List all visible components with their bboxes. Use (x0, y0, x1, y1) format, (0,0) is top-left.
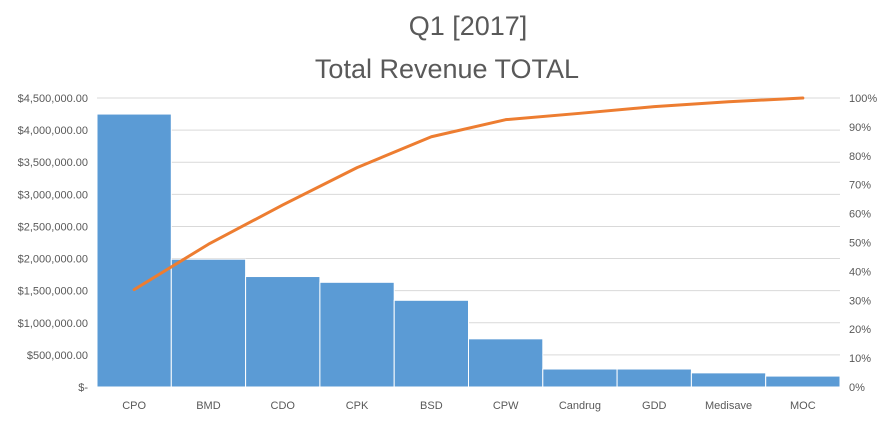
x-tick-label: BMD (196, 400, 221, 412)
y2-tick-label: 100% (849, 93, 877, 105)
chart-title: Q1 [2017] (409, 11, 528, 41)
bar-cpo (96, 113, 172, 388)
y2-tick-label: 80% (849, 151, 871, 163)
x-tick-label: CPO (122, 400, 146, 412)
x-tick-label: GDD (642, 400, 667, 412)
cumulative-line-series (132, 96, 805, 292)
bar-bmd (170, 258, 247, 388)
y-tick-label: $1,500,000.00 (18, 286, 88, 298)
bar-cpw (468, 338, 544, 388)
x-tick-label: BSD (420, 400, 443, 412)
y2-tick-label: 10% (849, 353, 871, 365)
bar-moc (765, 375, 841, 388)
bar-cdo (245, 276, 321, 388)
y-tick-label: $1,000,000.00 (18, 318, 88, 330)
chart-subtitle: Total Revenue TOTAL (315, 54, 579, 84)
x-tick-label: CDO (271, 400, 296, 412)
y2-tick-label: 70% (849, 180, 871, 192)
bar-candrug (542, 368, 618, 388)
y-tick-label: $4,000,000.00 (18, 125, 88, 137)
x-tick-label: Candrug (559, 400, 601, 412)
x-axis: CPO BMD CDO CPK BSD CPW Candrug GDD Medisave MOC (122, 400, 816, 412)
y-tick-label: $2,500,000.00 (18, 221, 88, 233)
y-tick-label: $3,500,000.00 (18, 157, 88, 169)
y-tick-label: $3,000,000.00 (18, 189, 88, 201)
y-tick-label: $- (78, 382, 88, 394)
y2-tick-label: 20% (849, 324, 871, 336)
y-tick-label: $2,000,000.00 (18, 254, 88, 266)
y2-tick-label: 0% (849, 382, 865, 394)
bar-bsd (393, 299, 470, 388)
x-tick-label: CPW (493, 400, 519, 412)
y2-tick-label: 50% (849, 238, 871, 250)
y2-tick-label: 40% (849, 266, 871, 278)
x-tick-label: Medisave (705, 400, 752, 412)
x-tick-label: MOC (790, 400, 816, 412)
y-axis-left: $- $500,000.00 $1,000,000.00 $1,500,000.00 $… (18, 93, 89, 394)
bar-cpk (319, 281, 395, 388)
y2-tick-label: 30% (849, 295, 871, 307)
x-tick-label: CPK (346, 400, 369, 412)
y-tick-label: $4,500,000.00 (18, 93, 88, 105)
bar-gdd (616, 368, 692, 388)
y-axis-right: 0% 10% 20% 30% 40% 50% 60% 70% 80% 90% 100% (849, 93, 877, 394)
y2-tick-label: 60% (849, 209, 871, 221)
bar-medisave (690, 372, 767, 388)
y2-tick-label: 90% (849, 122, 871, 134)
bar-series (96, 113, 841, 388)
y-tick-label: $500,000.00 (27, 350, 88, 362)
cumulative-line (132, 96, 805, 292)
